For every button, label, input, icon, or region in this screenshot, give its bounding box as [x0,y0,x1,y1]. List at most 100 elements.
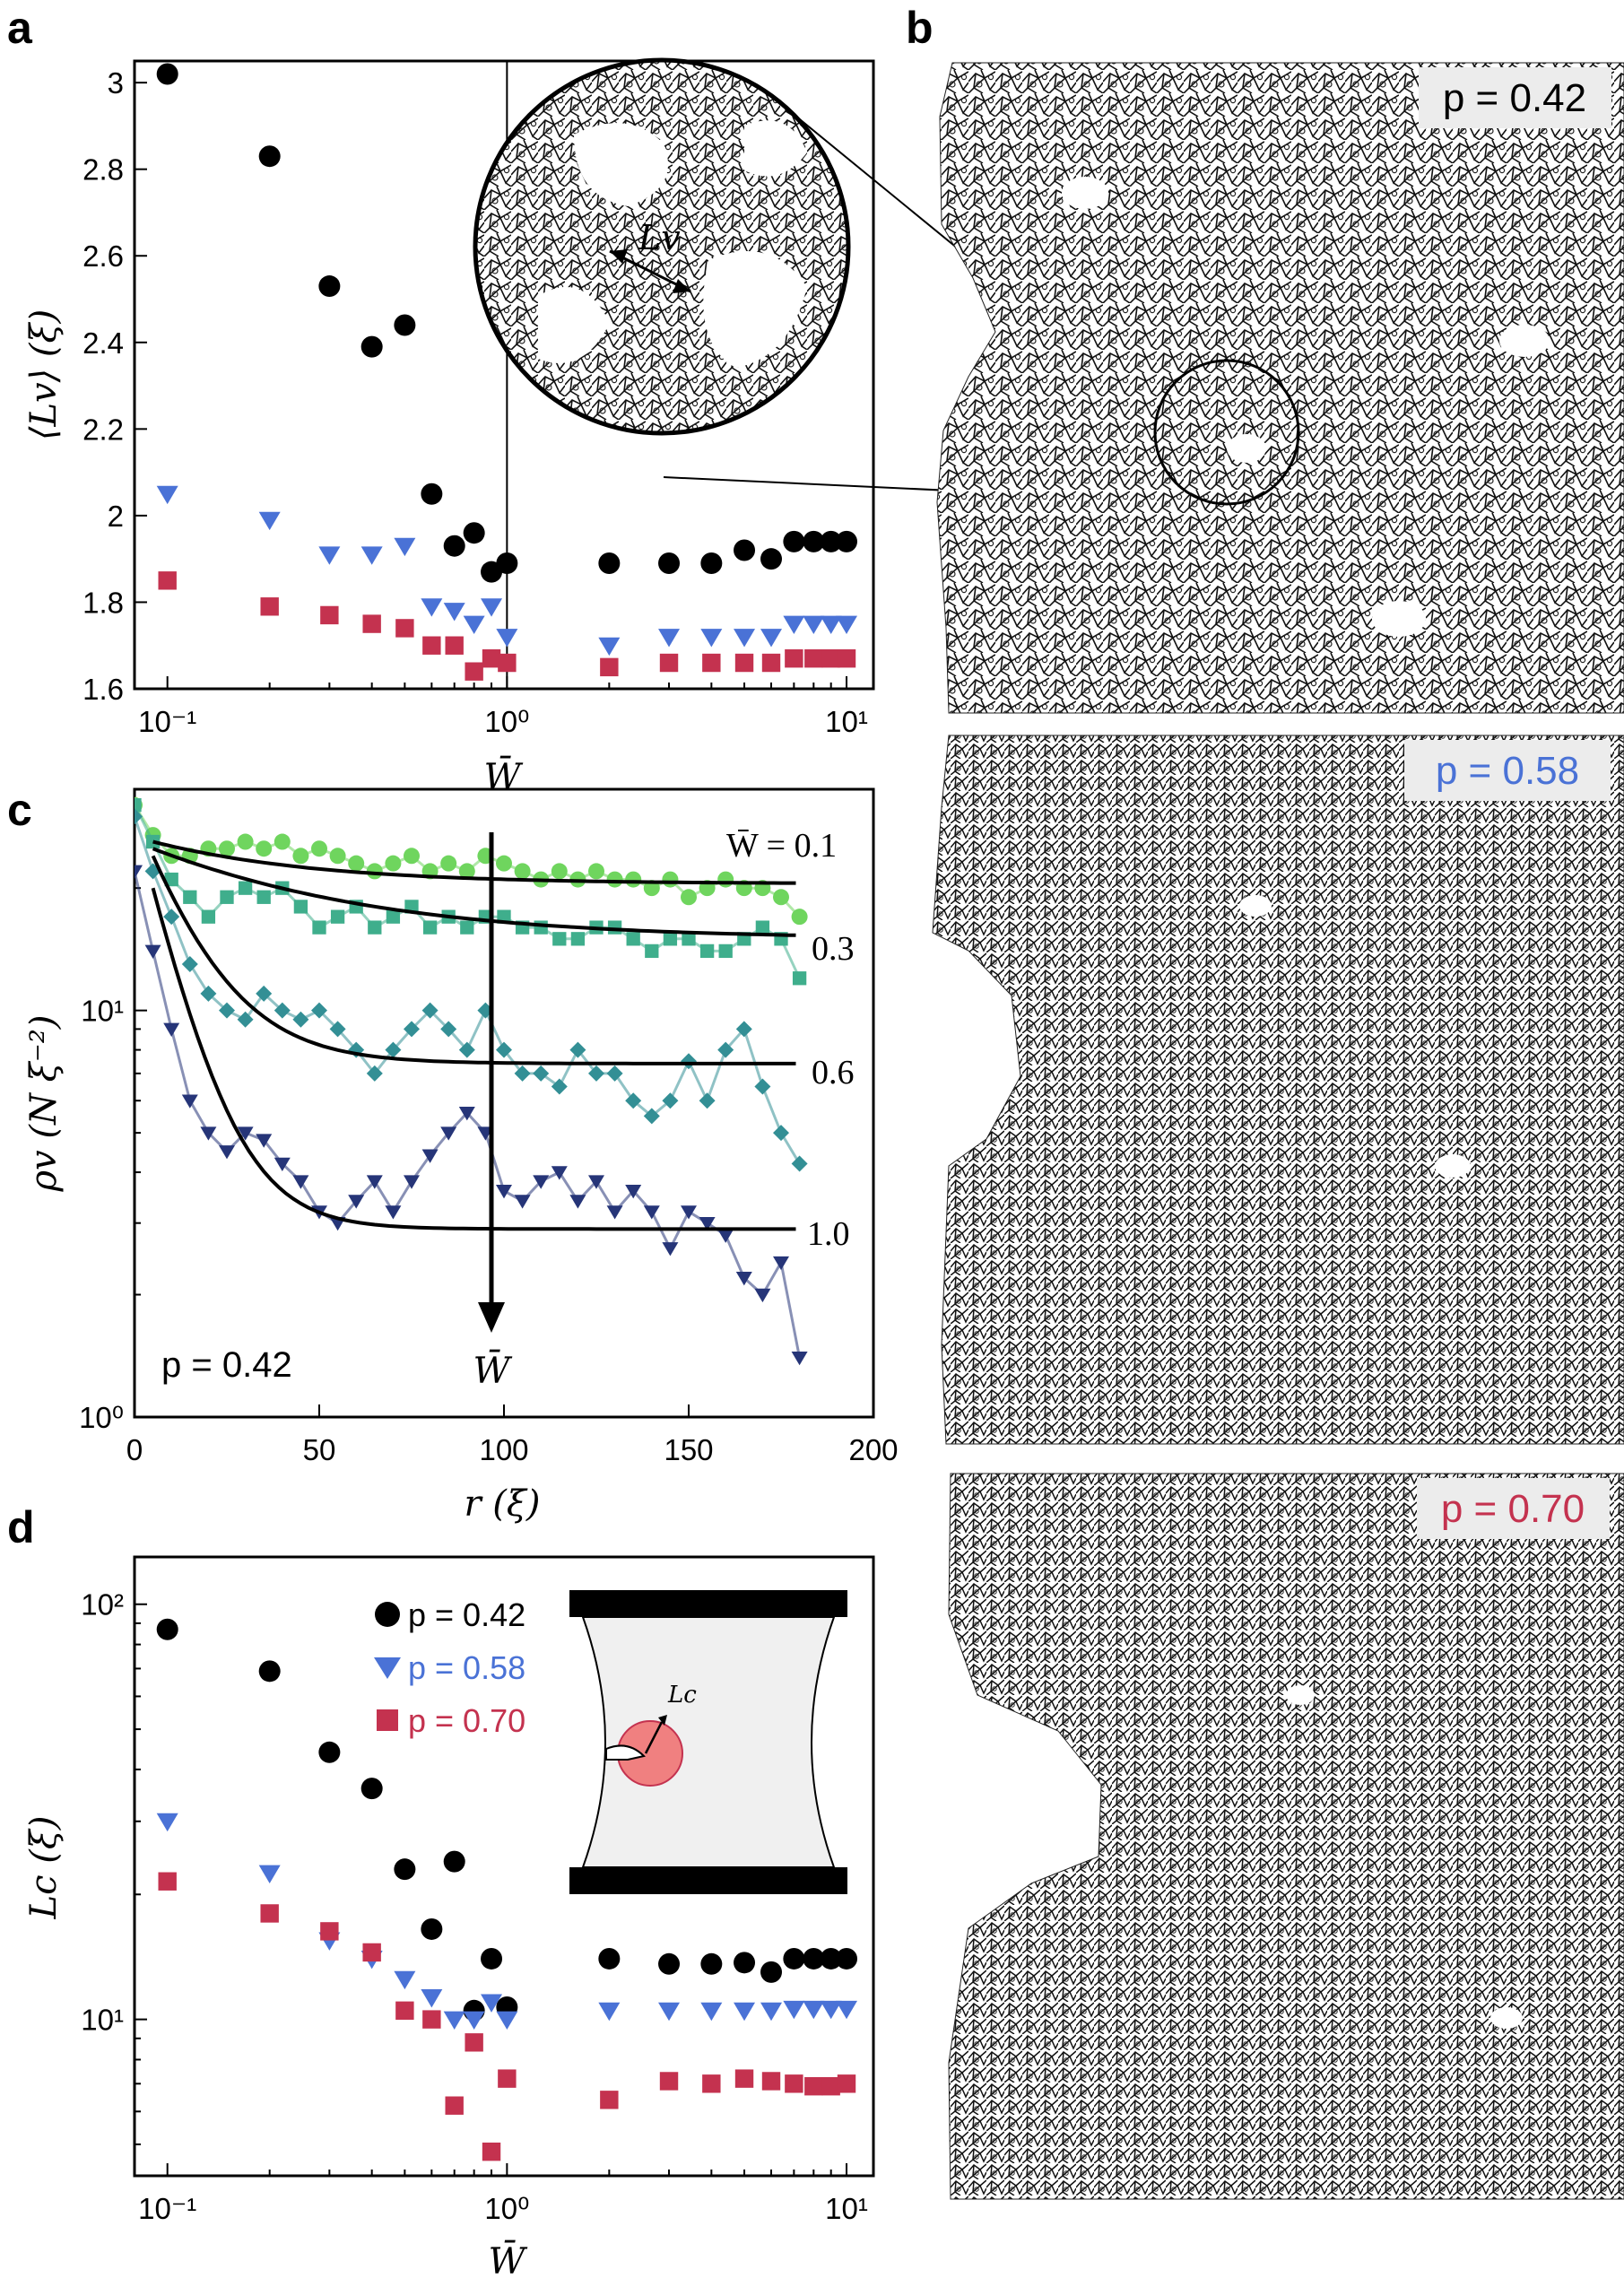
panel-c-arrow-label: W̄ [473,1350,512,1392]
data-point [791,909,808,926]
data-point [443,2011,465,2030]
data-point [533,1065,550,1082]
data-point [421,1989,443,2008]
data-point [734,2069,754,2088]
data-point [385,1205,402,1220]
data-point [699,943,715,959]
data-point [643,1108,660,1125]
data-point [588,863,604,880]
data-point [761,653,781,673]
data-point [458,1107,475,1121]
data-point [329,848,346,865]
data-point [311,840,327,857]
panel-b-networks: p = 0.42 p = 0.58 p = 0.70 [932,62,1624,2200]
data-point [394,1858,416,1881]
panel-a-ticks: 10⁻¹ 10⁰ 10¹ 1.6 1.8 2 2.2 2.4 2.6 2.8 3 [83,66,868,738]
data-point [219,840,235,857]
data-point [258,1865,281,1883]
data-point [773,889,789,906]
data-point [135,797,142,813]
data-point [422,636,441,655]
panel-c-fits [151,839,796,1231]
x-tick-label: 10⁰ [484,705,529,738]
data-point [482,2142,501,2161]
data-point [760,629,783,648]
legend-label-p070: p = 0.70 [408,1702,525,1739]
y-tick-label: 1.6 [83,673,124,706]
data-point [292,1011,309,1028]
data-point [598,552,621,574]
data-point [791,1155,808,1172]
panel-a-inset: Lv [473,57,851,436]
data-point [760,2002,783,2022]
data-point [463,615,485,634]
data-point [783,530,805,552]
data-point [836,1947,858,1970]
data-point [734,629,756,648]
x-tick-label: 100 [479,1433,528,1466]
data-point [760,548,783,570]
data-point [422,920,438,935]
y-tick-label: 2.2 [83,413,124,446]
data-point [318,275,341,298]
crack-notch [605,1744,646,1761]
data-point [606,871,623,888]
panel-c-curve-label-10: 1.0 [807,1215,850,1253]
data-point [465,2033,483,2052]
data-point [158,1872,177,1891]
data-point [681,1053,697,1070]
data-point [588,1065,604,1082]
data-point [445,636,464,655]
data-point [785,649,803,668]
data-point [792,971,807,986]
data-point [156,1618,178,1640]
panel-c-curve-label-01: W̄ = 0.1 [726,827,837,865]
data-point [569,1041,586,1058]
data-point [836,530,858,552]
panel-a-ylabel: ⟨Lv⟩ (ξ) [23,309,65,440]
x-tick-label: 150 [664,1433,713,1466]
data-point [803,530,825,552]
data-point [702,2074,721,2093]
data-point [734,1952,756,1974]
data-point [404,1175,420,1189]
data-point [551,863,568,880]
y-tick-label: 2 [108,500,124,533]
data-point [588,1175,604,1189]
fit-curve [151,887,796,1231]
data-point [658,629,681,648]
data-point [836,615,858,634]
data-point [643,880,660,897]
data-point [292,1175,309,1189]
data-point [463,2011,485,2030]
data-point [659,2072,679,2091]
data-point [481,1947,503,1970]
data-point [496,552,518,574]
data-point [804,2077,823,2096]
data-point [348,1195,365,1209]
legend-label-p042: p = 0.42 [408,1596,525,1633]
data-point [181,1094,198,1109]
data-point [256,890,271,904]
panel-c-xlabel: r (ξ) [464,1483,540,1525]
panel-c-ylabel: ρv (N ξ⁻²) [23,1015,65,1193]
data-point [699,1216,716,1231]
network-image-p042: p = 0.42 [936,62,1624,714]
data-point [482,649,501,668]
data-point [156,63,178,85]
y-tick-label: 2.8 [83,153,124,187]
panel-a-frame [133,59,875,691]
panel-d-frame [133,1555,875,2178]
data-point [237,833,254,850]
network-label-p042: p = 0.42 [1443,76,1586,120]
data-point [754,1288,771,1303]
panel-d-legend: p = 0.42 p = 0.58 p = 0.70 [374,1596,525,1739]
data-point [820,615,842,634]
data-point [394,537,416,557]
data-point [569,1195,586,1209]
data-point [783,1947,805,1970]
data-point [820,530,842,552]
panel-c-curve-label-06: 0.6 [812,1054,855,1091]
data-point [385,855,402,872]
data-point [700,629,723,648]
